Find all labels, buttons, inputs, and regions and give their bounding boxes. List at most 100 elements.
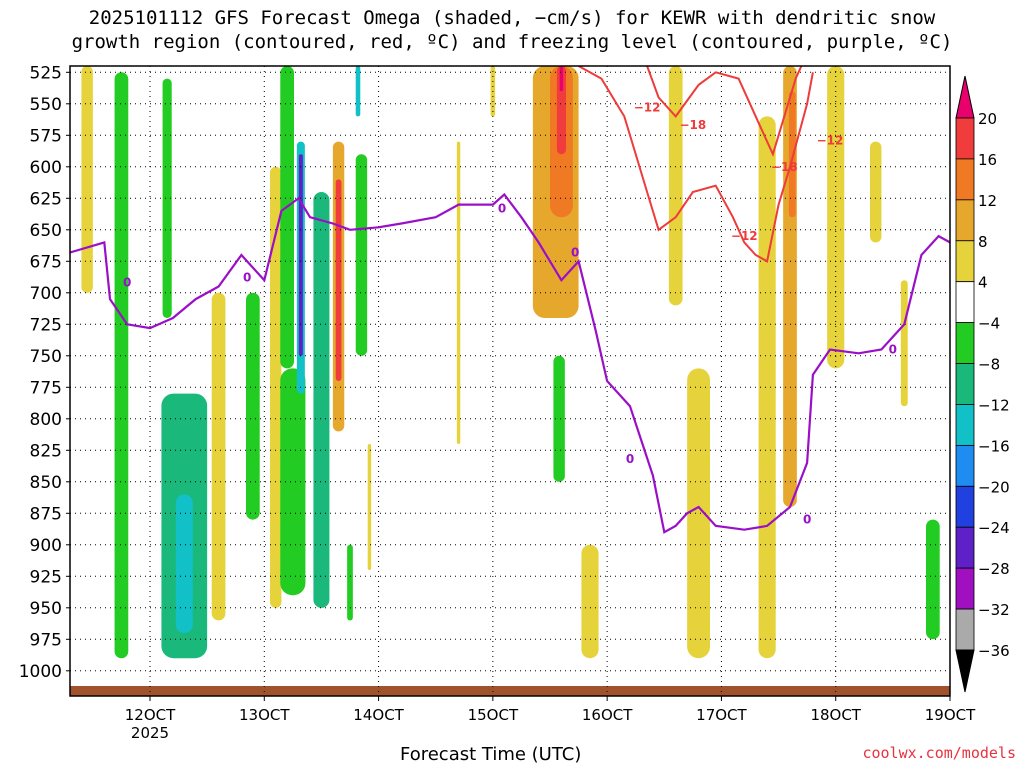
colorbar-label-0: 20 (978, 110, 997, 128)
contour-label-5: 0 (803, 513, 811, 527)
colorbar-label-1: 16 (978, 151, 997, 169)
omega-region-19 (456, 141, 461, 444)
colorbar-segment-12 (955, 608, 975, 651)
colorbar-label-13: −36 (978, 642, 1010, 660)
y-tick-label-675: 675 (30, 252, 62, 272)
contour-label-11: −12 (817, 133, 844, 147)
x-tick-label-17OCT: 17OCT (696, 706, 747, 724)
colorbar-label-12: −32 (978, 601, 1010, 619)
y-tick-label-575: 575 (30, 126, 62, 146)
omega-region-26 (581, 544, 599, 659)
colorbar-segment-0 (955, 117, 975, 160)
omega-region-25 (553, 355, 565, 482)
colorbar-top-arrow (955, 75, 975, 119)
y-tick-label-525: 525 (30, 63, 62, 83)
omega-region-12 (313, 192, 330, 608)
colorbar-segment-11 (955, 567, 975, 610)
omega-region-34 (900, 280, 908, 407)
colorbar-segment-9 (955, 485, 975, 528)
colorbar-segment-4 (955, 281, 975, 324)
colorbar-segment-7 (955, 404, 975, 446)
colorbar-segment-3 (955, 240, 975, 283)
y-tick-label-875: 875 (30, 504, 62, 524)
omega-region-35 (926, 519, 940, 640)
omega-region-27 (668, 66, 683, 306)
omega-region-0 (114, 72, 129, 659)
contours: 0 0 0 0 0 0 0 −12 −18 −12 −18 −12 (70, 66, 950, 534)
y-tick-label-825: 825 (30, 441, 62, 461)
contour-label-6: 0 (889, 343, 897, 357)
contour-label-10: −18 (771, 160, 798, 174)
omega-region-31 (788, 91, 796, 218)
contour-label-8: −18 (679, 118, 706, 132)
x-axis-label: Forecast Time (UTC) (400, 744, 582, 765)
colorbar-label-4: 4 (978, 274, 988, 292)
colorbar-label-5: −4 (978, 315, 1000, 333)
y-tick-label-600: 600 (30, 158, 62, 178)
omega-region-1 (81, 66, 93, 293)
y-tick-label-725: 725 (30, 315, 62, 335)
x-tick-label-19OCT: 19OCT (925, 706, 976, 724)
colorbar-label-3: 8 (978, 233, 988, 251)
omega-region-33 (870, 141, 882, 243)
x-tick-label-14OCT: 14OCT (353, 706, 404, 724)
colorbar-segment-6 (955, 363, 975, 405)
x-tick-label-18OCT: 18OCT (810, 706, 861, 724)
plot-frame (69, 65, 951, 697)
title-line-1: 2025101112 GFS Forecast Omega (shaded, −… (88, 7, 936, 29)
omega-region-14 (335, 179, 342, 381)
y-tick-label-775: 775 (30, 378, 62, 398)
omega-region-8 (280, 66, 294, 369)
omega-region-6 (246, 292, 260, 520)
omega-region-28 (687, 368, 710, 659)
y-tick-label-800: 800 (30, 410, 62, 430)
y-tick-label-750: 750 (30, 347, 62, 367)
grid (70, 66, 951, 696)
colorbar-label-7: −12 (978, 396, 1010, 414)
colorbar-segment-8 (955, 444, 975, 487)
colorbar-label-8: −16 (978, 437, 1010, 455)
contour-label-1: 0 (243, 271, 251, 285)
omega-region-18 (367, 444, 372, 570)
y-tick-label-950: 950 (30, 599, 62, 619)
omega-region-5 (211, 292, 226, 621)
credit-link[interactable]: coolwx.com/models (862, 744, 1016, 762)
omega-region-3 (175, 494, 193, 633)
colorbar-label-11: −28 (978, 560, 1010, 578)
y-tick-label-550: 550 (30, 95, 62, 115)
dgz-minus12-line (578, 66, 814, 263)
contour-label-9: −12 (731, 229, 758, 243)
y-tick-label-625: 625 (30, 189, 62, 209)
omega-field (81, 66, 940, 659)
omega-region-29 (758, 116, 776, 659)
colorbar-segment-5 (955, 322, 975, 364)
contour-label-2: 0 (498, 201, 506, 215)
x-year-label: 2025 (131, 724, 169, 742)
omega-region-23 (556, 66, 566, 155)
contour-label-7: −12 (634, 101, 661, 115)
contour-label-0: 0 (123, 276, 131, 290)
y-tick-label-650: 650 (30, 221, 62, 241)
dgz-minus18-line (646, 66, 803, 158)
omega-region-4 (162, 78, 172, 318)
colorbar-segment-2 (955, 199, 975, 242)
y-tick-label-700: 700 (30, 284, 62, 304)
contour-label-3: 0 (571, 245, 579, 259)
chart-title: 2025101112 GFS Forecast Omega (shaded, −… (0, 6, 1024, 54)
x-tick-label-13OCT: 13OCT (239, 706, 290, 724)
omega-region-9 (280, 368, 306, 596)
y-tick-label-925: 925 (30, 567, 62, 587)
omega-region-15 (347, 544, 353, 621)
colorbar-segment-1 (955, 158, 975, 201)
x-tick-label-16OCT: 16OCT (582, 706, 633, 724)
terrain-surface (70, 686, 950, 696)
colorbar-label-10: −24 (978, 519, 1010, 537)
colorbar-label-9: −20 (978, 478, 1010, 496)
omega-region-11 (298, 154, 303, 356)
omega-region-16 (355, 154, 368, 356)
title-line-2: growth region (contoured, red, ºC) and f… (71, 31, 953, 53)
y-tick-label-975: 975 (30, 630, 62, 650)
y-tick-label-900: 900 (30, 536, 62, 556)
omega-region-24 (559, 66, 564, 92)
colorbar-label-6: −8 (978, 356, 1000, 374)
